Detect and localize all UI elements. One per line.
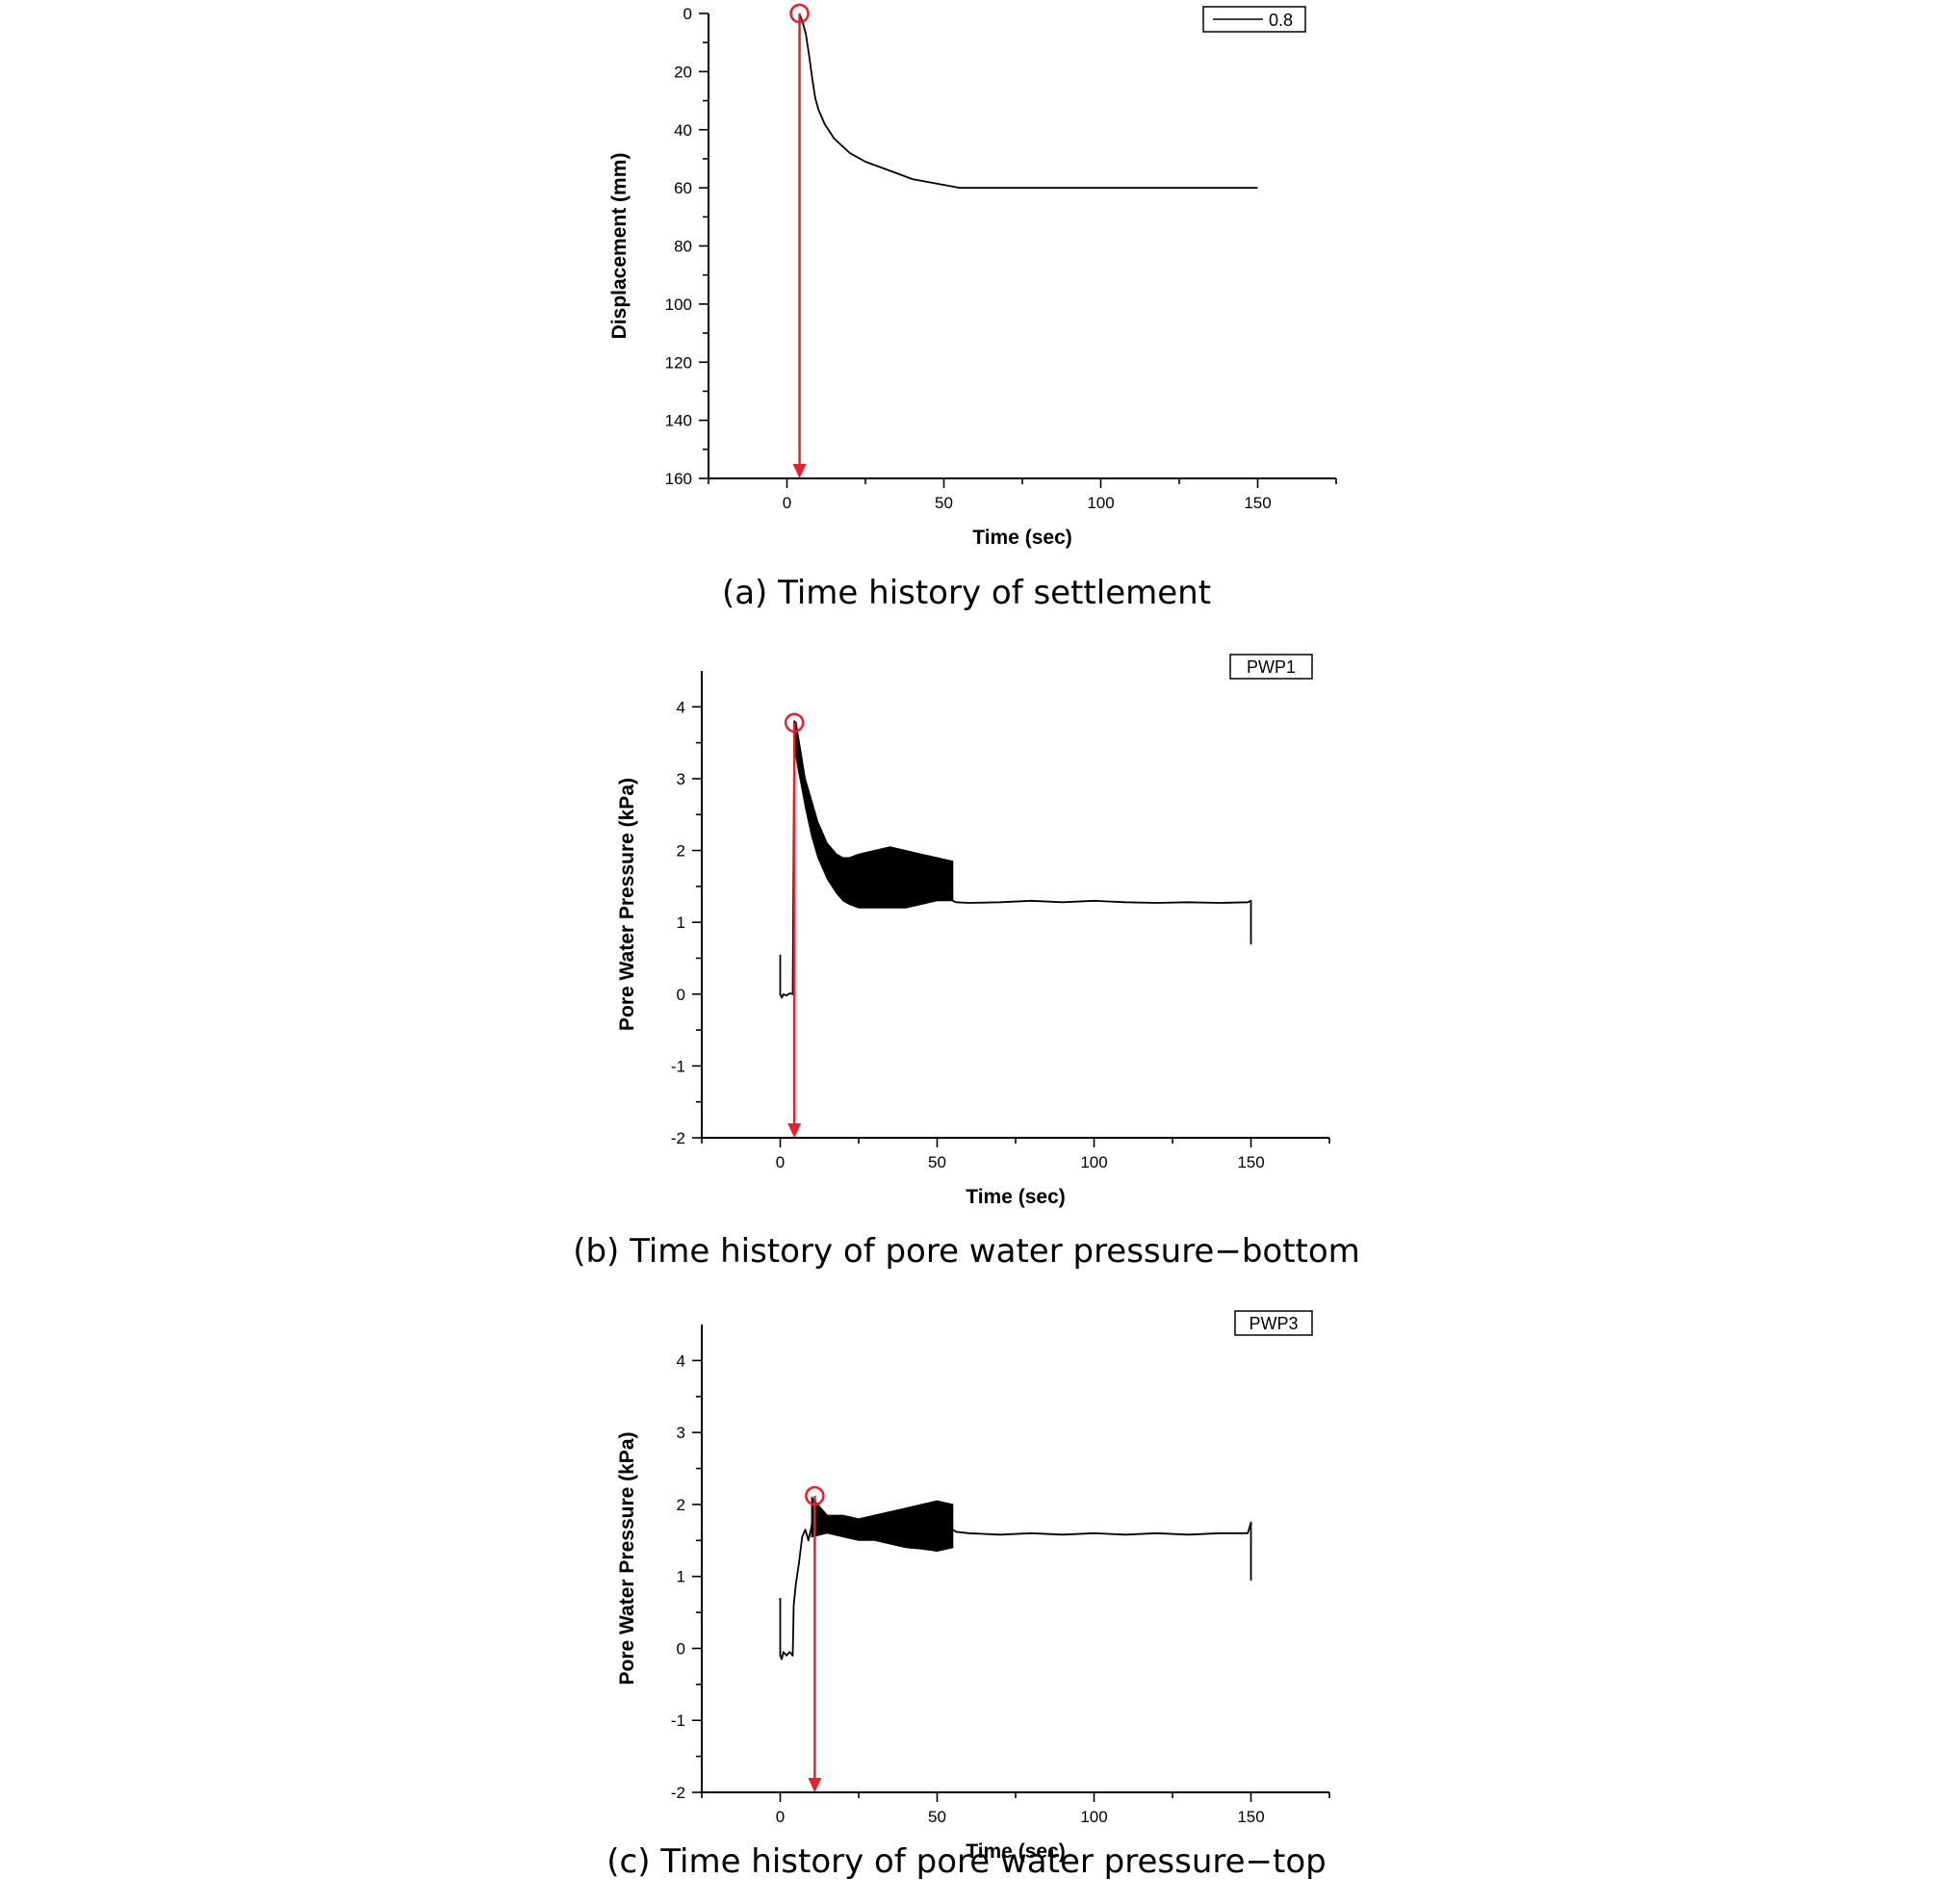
legend-label: PWP1 [1247,657,1296,677]
x-tick-label: 150 [1244,494,1271,512]
x-tick-label: 150 [1237,1153,1264,1171]
legend-label: PWP3 [1249,1314,1298,1333]
x-tick-label: 0 [776,1808,785,1826]
x-tick-label: 50 [928,1153,946,1171]
caption-b: (b) Time history of pore water pressure−… [573,1232,1360,1271]
y-axis-title: Pore Water Pressure (kPa) [616,1431,638,1685]
chart-panel-1: 0 50 100 150 -2 -1 0 1 2 3 4 Time (sec) Pore Water P… [616,654,1330,1208]
onset-arrow-head [792,464,807,478]
x-axis-title: Time (sec) [966,1186,1066,1208]
y-tick-label: -2 [671,1129,685,1147]
y-tick-label: 40 [674,121,692,140]
y-tick-label: 60 [674,179,692,197]
y-tick-label: 3 [677,770,685,788]
y-tick-label: -1 [671,1057,685,1075]
x-tick-label: 150 [1237,1808,1264,1826]
x-tick-label: 100 [1087,494,1114,512]
legend-box [1234,1310,1313,1336]
y-tick-label: 0 [677,1639,685,1658]
y-tick-label: 80 [674,238,692,256]
y-tick-label: 4 [677,698,685,716]
onset-arrow-head [808,1778,822,1792]
y-tick-label: 1 [677,1568,685,1586]
x-tick-label: 100 [1080,1808,1107,1826]
chart-panel-2: 0 50 100 150 -2 -1 0 1 2 3 4 Time (sec) Pore Water P… [616,1310,1330,1863]
y-tick-label: 1 [677,913,685,932]
y-tick-label: 0 [683,5,692,23]
caption-a: (a) Time history of settlement [721,574,1212,612]
y-tick-label: 160 [665,470,692,488]
y-tick-label: 140 [665,412,692,430]
series-line [798,13,1258,189]
y-tick-label: 2 [677,1496,685,1514]
y-tick-label: 4 [677,1351,685,1370]
y-tick-label: -2 [671,1784,685,1802]
x-axis-title: Time (sec) [966,1840,1066,1863]
x-tick-label: 50 [935,494,953,512]
y-axis-title: Pore Water Pressure (kPa) [616,778,638,1031]
y-axis-title: Displacement (mm) [608,153,631,340]
x-tick-label: 50 [928,1808,946,1826]
series-line [779,720,1252,999]
x-tick-label: 100 [1080,1153,1107,1171]
y-tick-label: -1 [671,1711,685,1730]
chart-panel-0: 0 50 100 150 0 20 40 60 80 100 120 140 160 Time (sec)… [608,3,1337,549]
series-fluctuation-band [811,1496,954,1553]
onset-arrow-head [787,1123,802,1138]
x-tick-label: 0 [783,494,791,512]
legend-label: 0.8 [1269,11,1293,30]
legend-box [1229,654,1313,680]
x-axis-title: Time (sec) [972,527,1072,549]
series-line [779,1496,1252,1660]
y-tick-label: 100 [665,296,692,314]
y-tick-label: 120 [665,353,692,372]
y-tick-label: 20 [674,63,692,81]
caption-c: (c) Time history of pore water pressure−… [606,1842,1327,1881]
y-tick-label: 3 [677,1424,685,1442]
x-tick-label: 0 [776,1153,785,1171]
y-tick-label: 0 [677,986,685,1004]
y-tick-label: 2 [677,842,685,861]
